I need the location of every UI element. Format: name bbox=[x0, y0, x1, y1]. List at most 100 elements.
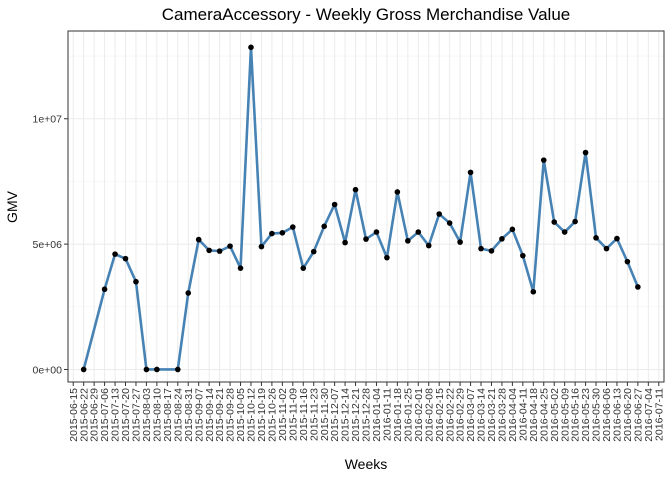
x-tick-label-8: 2015-08-10 bbox=[151, 388, 163, 442]
x-tick-label-46: 2016-05-02 bbox=[549, 388, 561, 442]
x-tick-label-47: 2016-05-09 bbox=[559, 388, 571, 442]
x-tick-label-29: 2016-01-04 bbox=[371, 388, 383, 442]
data-point-2015-12-07 bbox=[331, 201, 338, 208]
x-tick-label-33: 2016-02-01 bbox=[413, 388, 425, 442]
chart-title: CameraAccessory - Weekly Gross Merchandi… bbox=[162, 5, 570, 24]
data-point-2016-02-15 bbox=[436, 211, 442, 217]
x-tick-label-12: 2015-09-07 bbox=[193, 388, 205, 442]
x-tick-label-15: 2015-09-28 bbox=[225, 388, 237, 442]
x-tick-label-30: 2016-01-11 bbox=[382, 388, 394, 441]
data-point-2015-06-22 bbox=[80, 366, 87, 373]
data-point-2015-11-23 bbox=[310, 248, 317, 255]
series-line-0 bbox=[82, 46, 640, 371]
data-point-2016-04-25 bbox=[540, 157, 547, 163]
data-point-2016-03-21 bbox=[488, 248, 495, 254]
x-tick-label-40: 2016-03-21 bbox=[486, 388, 498, 442]
x-tick-label-22: 2015-11-16 bbox=[298, 388, 310, 441]
data-point-2015-08-24 bbox=[174, 366, 181, 373]
data-point-2015-10-05 bbox=[237, 265, 244, 271]
data-point-2015-11-02 bbox=[279, 230, 286, 236]
x-tick-label-2: 2015-06-29 bbox=[89, 388, 101, 442]
data-point-2015-10-26 bbox=[269, 230, 275, 237]
x-tick-label-36: 2016-02-22 bbox=[444, 388, 456, 442]
data-point-2015-09-21 bbox=[216, 248, 223, 254]
data-point-2015-12-14 bbox=[342, 239, 348, 246]
data-point-2016-03-28 bbox=[499, 236, 505, 242]
x-tick-label-37: 2016-02-29 bbox=[455, 388, 467, 442]
x-tick-label-6: 2015-07-27 bbox=[131, 388, 143, 442]
x-tick-label-9: 2015-08-17 bbox=[162, 388, 174, 442]
grid-lines bbox=[68, 31, 664, 382]
data-point-2016-01-11 bbox=[384, 254, 390, 261]
data-point-2016-06-13 bbox=[614, 235, 620, 242]
x-tick-label-31: 2016-01-18 bbox=[392, 388, 404, 442]
data-point-2015-07-20 bbox=[122, 255, 129, 262]
x-tick-label-17: 2015-10-12 bbox=[246, 388, 258, 442]
x-tick-label-14: 2015-09-21 bbox=[214, 388, 226, 442]
data-point-2016-02-01 bbox=[415, 229, 422, 235]
x-tick-label-26: 2015-12-14 bbox=[340, 388, 352, 442]
data-point-2015-09-28 bbox=[227, 243, 233, 249]
series-gmv bbox=[82, 46, 640, 371]
data-point-2015-08-03 bbox=[143, 366, 150, 373]
x-tick-label-19: 2015-10-26 bbox=[266, 388, 278, 442]
x-tick-label-27: 2015-12-21 bbox=[350, 388, 362, 442]
y-tick-label-0: 0e+00 bbox=[33, 364, 63, 376]
x-tick-label-11: 2015-08-31 bbox=[183, 388, 195, 442]
x-tick-label-48: 2016-05-16 bbox=[570, 388, 582, 442]
y-tick-label-1: 5e+06 bbox=[33, 239, 63, 251]
data-point-2015-11-30 bbox=[321, 223, 327, 230]
x-tick-label-53: 2016-06-20 bbox=[622, 388, 634, 442]
data-point-2015-10-12 bbox=[248, 44, 254, 51]
x-tick-label-50: 2016-05-30 bbox=[591, 388, 603, 442]
x-tick-label-45: 2016-04-25 bbox=[538, 388, 550, 442]
x-tick-label-32: 2016-01-25 bbox=[402, 388, 414, 442]
data-point-2015-07-13 bbox=[112, 251, 118, 257]
x-tick-label-24: 2015-11-30 bbox=[319, 388, 331, 441]
y-axis-title: GMV bbox=[4, 190, 20, 223]
data-point-2016-05-23 bbox=[582, 149, 589, 156]
x-tick-label-20: 2015-11-02 bbox=[277, 388, 289, 441]
x-tick-label-21: 2015-11-09 bbox=[287, 388, 299, 441]
x-tick-label-35: 2016-02-15 bbox=[434, 388, 446, 442]
x-tick-label-5: 2015-07-20 bbox=[120, 388, 132, 442]
x-tick-label-55: 2016-07-04 bbox=[643, 388, 655, 442]
data-point-2016-01-25 bbox=[405, 238, 411, 244]
x-tick-label-10: 2015-08-24 bbox=[172, 388, 184, 442]
x-tick-label-52: 2016-06-13 bbox=[612, 388, 624, 442]
data-point-2015-11-09 bbox=[290, 224, 296, 230]
data-point-2016-04-11 bbox=[520, 252, 526, 259]
x-tick-label-34: 2016-02-08 bbox=[423, 388, 435, 442]
x-tick-label-44: 2016-04-18 bbox=[528, 388, 540, 442]
x-tick-label-13: 2015-09-14 bbox=[204, 388, 216, 442]
data-point-2016-05-02 bbox=[551, 219, 558, 225]
x-tick-label-51: 2016-06-06 bbox=[601, 388, 613, 442]
x-tick-label-18: 2015-10-19 bbox=[256, 388, 268, 442]
x-tick-label-16: 2015-10-05 bbox=[235, 388, 247, 442]
data-point-2016-05-09 bbox=[561, 229, 568, 235]
data-point-2016-06-06 bbox=[603, 245, 610, 252]
data-point-2016-04-18 bbox=[530, 288, 537, 295]
data-points bbox=[80, 44, 641, 373]
x-axis-title: Weeks bbox=[345, 456, 388, 472]
data-point-2016-03-07 bbox=[467, 169, 474, 176]
x-tick-label-49: 2016-05-23 bbox=[580, 388, 592, 442]
data-point-2016-02-29 bbox=[457, 239, 463, 245]
data-point-2015-11-16 bbox=[300, 265, 307, 271]
x-tick-label-42: 2016-04-04 bbox=[507, 388, 519, 442]
data-point-2016-06-20 bbox=[624, 258, 631, 265]
x-tick-label-39: 2016-03-14 bbox=[476, 388, 488, 442]
data-point-2016-03-14 bbox=[478, 245, 484, 252]
x-tick-label-38: 2016-03-07 bbox=[465, 388, 477, 442]
data-point-2015-10-19 bbox=[258, 243, 265, 250]
x-tick-label-1: 2015-06-22 bbox=[78, 388, 90, 442]
data-point-2016-05-30 bbox=[593, 235, 599, 241]
x-tick-label-0: 2015-06-15 bbox=[68, 388, 80, 442]
x-tick-label-41: 2016-03-28 bbox=[497, 388, 509, 442]
data-point-2015-12-28 bbox=[363, 236, 369, 242]
data-point-2015-12-21 bbox=[352, 186, 359, 193]
data-point-2016-02-08 bbox=[425, 242, 432, 249]
data-point-2016-06-27 bbox=[635, 284, 641, 290]
x-tick-label-56: 2016-07-11 bbox=[653, 388, 665, 441]
